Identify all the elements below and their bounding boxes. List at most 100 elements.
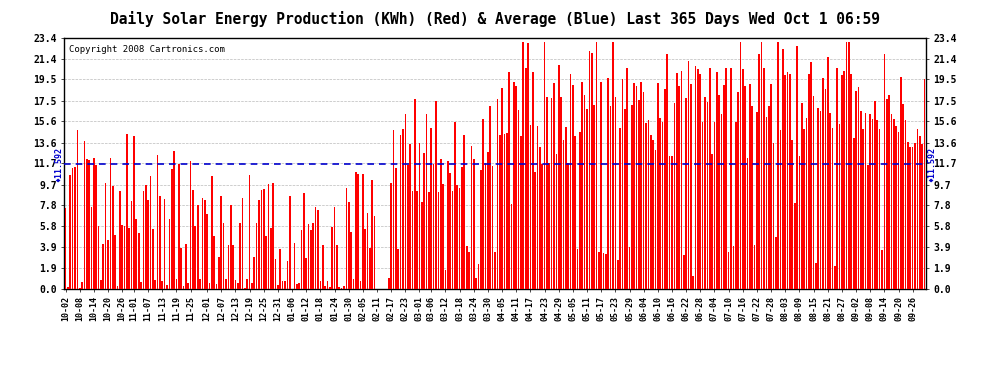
Bar — [876, 120, 878, 289]
Bar — [845, 42, 847, 289]
Bar — [664, 89, 665, 289]
Bar — [294, 243, 295, 289]
Bar — [596, 42, 597, 289]
Bar — [124, 226, 126, 289]
Bar — [265, 236, 267, 289]
Bar — [412, 190, 413, 289]
Bar — [138, 233, 140, 289]
Bar — [436, 100, 437, 289]
Bar — [91, 207, 92, 289]
Bar — [187, 284, 189, 289]
Bar — [69, 174, 71, 289]
Bar — [678, 86, 680, 289]
Bar — [114, 235, 116, 289]
Bar — [431, 128, 432, 289]
Bar — [506, 133, 508, 289]
Bar — [560, 97, 562, 289]
Bar — [591, 54, 593, 289]
Bar — [110, 159, 111, 289]
Bar — [511, 204, 513, 289]
Bar — [867, 165, 868, 289]
Bar — [822, 78, 824, 289]
Bar — [98, 226, 99, 289]
Bar — [537, 126, 539, 289]
Bar — [903, 104, 904, 289]
Bar — [395, 168, 397, 289]
Bar — [815, 263, 817, 289]
Bar — [598, 252, 600, 289]
Bar — [421, 202, 423, 289]
Bar — [569, 74, 571, 289]
Bar — [895, 126, 897, 289]
Bar — [600, 82, 602, 289]
Bar — [458, 188, 460, 289]
Bar — [352, 279, 354, 289]
Bar — [263, 189, 264, 289]
Bar — [242, 198, 244, 289]
Bar — [791, 140, 793, 289]
Bar — [550, 98, 552, 289]
Bar — [577, 249, 578, 289]
Bar — [532, 72, 534, 289]
Bar — [492, 166, 493, 289]
Bar — [520, 136, 522, 289]
Bar — [874, 101, 876, 289]
Bar — [270, 228, 271, 289]
Bar — [424, 153, 425, 289]
Bar — [461, 166, 462, 289]
Bar — [344, 286, 345, 289]
Bar — [879, 129, 880, 289]
Bar — [487, 152, 489, 289]
Bar — [346, 188, 347, 289]
Bar — [801, 103, 803, 289]
Bar — [163, 200, 165, 289]
Bar — [794, 202, 796, 289]
Bar — [645, 123, 646, 289]
Bar — [112, 186, 114, 289]
Bar — [669, 156, 670, 289]
Bar — [350, 231, 351, 289]
Bar — [67, 286, 68, 289]
Bar — [818, 108, 819, 289]
Bar — [680, 70, 682, 289]
Bar — [95, 165, 97, 289]
Bar — [731, 68, 732, 289]
Bar — [740, 42, 742, 289]
Bar — [161, 281, 163, 289]
Bar — [475, 278, 477, 289]
Bar — [772, 143, 774, 289]
Bar — [924, 79, 926, 289]
Bar — [719, 96, 720, 289]
Bar — [610, 106, 612, 289]
Bar — [480, 170, 482, 289]
Bar — [247, 279, 248, 289]
Bar — [260, 190, 262, 289]
Bar — [301, 230, 302, 289]
Bar — [695, 66, 696, 289]
Bar — [175, 279, 177, 289]
Bar — [544, 42, 545, 289]
Bar — [907, 142, 909, 289]
Bar — [166, 285, 168, 289]
Bar — [742, 69, 743, 289]
Bar — [542, 164, 544, 289]
Bar — [438, 192, 440, 289]
Bar — [497, 99, 498, 289]
Bar — [284, 281, 286, 289]
Bar — [593, 105, 595, 289]
Bar — [355, 172, 356, 289]
Bar — [327, 280, 329, 289]
Bar — [676, 73, 677, 289]
Bar — [482, 119, 484, 289]
Bar — [245, 288, 246, 289]
Bar — [721, 114, 723, 289]
Bar — [325, 286, 326, 289]
Bar — [393, 130, 394, 289]
Bar — [117, 286, 118, 289]
Bar — [617, 260, 619, 289]
Bar — [145, 185, 147, 289]
Bar — [789, 74, 791, 289]
Bar — [366, 213, 368, 289]
Bar — [704, 97, 706, 289]
Bar — [100, 280, 102, 289]
